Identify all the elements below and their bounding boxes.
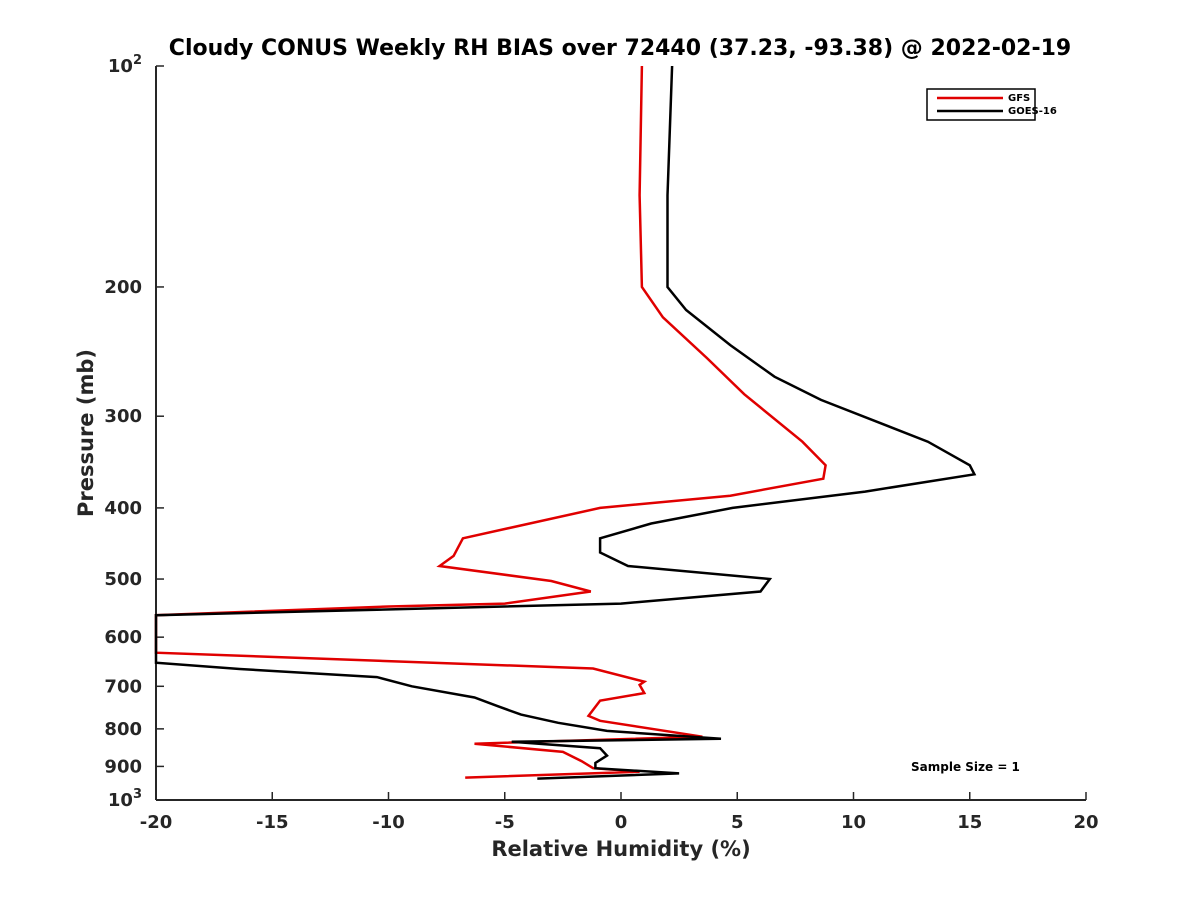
x-tick-label: 0 xyxy=(615,812,628,833)
y-tick-label: 200 xyxy=(104,277,142,298)
sample-size-annotation: Sample Size = 1 xyxy=(911,760,1020,774)
x-tick-label: -20 xyxy=(140,812,173,833)
legend: GFS GOES-16 xyxy=(926,88,1057,121)
x-tick-label: 15 xyxy=(957,812,982,833)
y-tick-label: 600 xyxy=(104,627,142,648)
series-line-goes-16 xyxy=(154,65,977,780)
y-tick-label: 400 xyxy=(104,498,142,519)
series-layer xyxy=(154,65,977,780)
chart-title: Cloudy CONUS Weekly RH BIAS over 72440 (… xyxy=(169,36,1071,61)
x-axis-ticks: -20 -15 -10 -5 0 5 10 15 20 xyxy=(140,792,1099,833)
y-tick-label: 103 xyxy=(108,787,142,811)
x-tick-label: 10 xyxy=(841,812,866,833)
x-tick-label: -10 xyxy=(372,812,405,833)
y-tick-label: 500 xyxy=(104,569,142,590)
x-tick-label: -15 xyxy=(256,812,289,833)
y-tick-label: 300 xyxy=(104,406,142,427)
y-axis-label: Pressure (mb) xyxy=(74,349,98,517)
legend-box xyxy=(926,88,1036,121)
y-tick-label: 900 xyxy=(104,756,142,777)
x-tick-label: 5 xyxy=(731,812,744,833)
x-tick-label: -5 xyxy=(495,812,515,833)
y-axis-ticks: 102 200 300 400 500 600 700 800 900 103 xyxy=(104,53,164,811)
y-tick-label: 800 xyxy=(104,719,142,740)
y-tick-label: 102 xyxy=(108,53,142,77)
legend-label-goes16: GOES-16 xyxy=(1008,106,1057,117)
x-axis-label: Relative Humidity (%) xyxy=(491,837,750,861)
x-tick-label: 20 xyxy=(1073,812,1098,833)
y-tick-label: 700 xyxy=(104,676,142,697)
legend-label-gfs: GFS xyxy=(1008,93,1030,104)
